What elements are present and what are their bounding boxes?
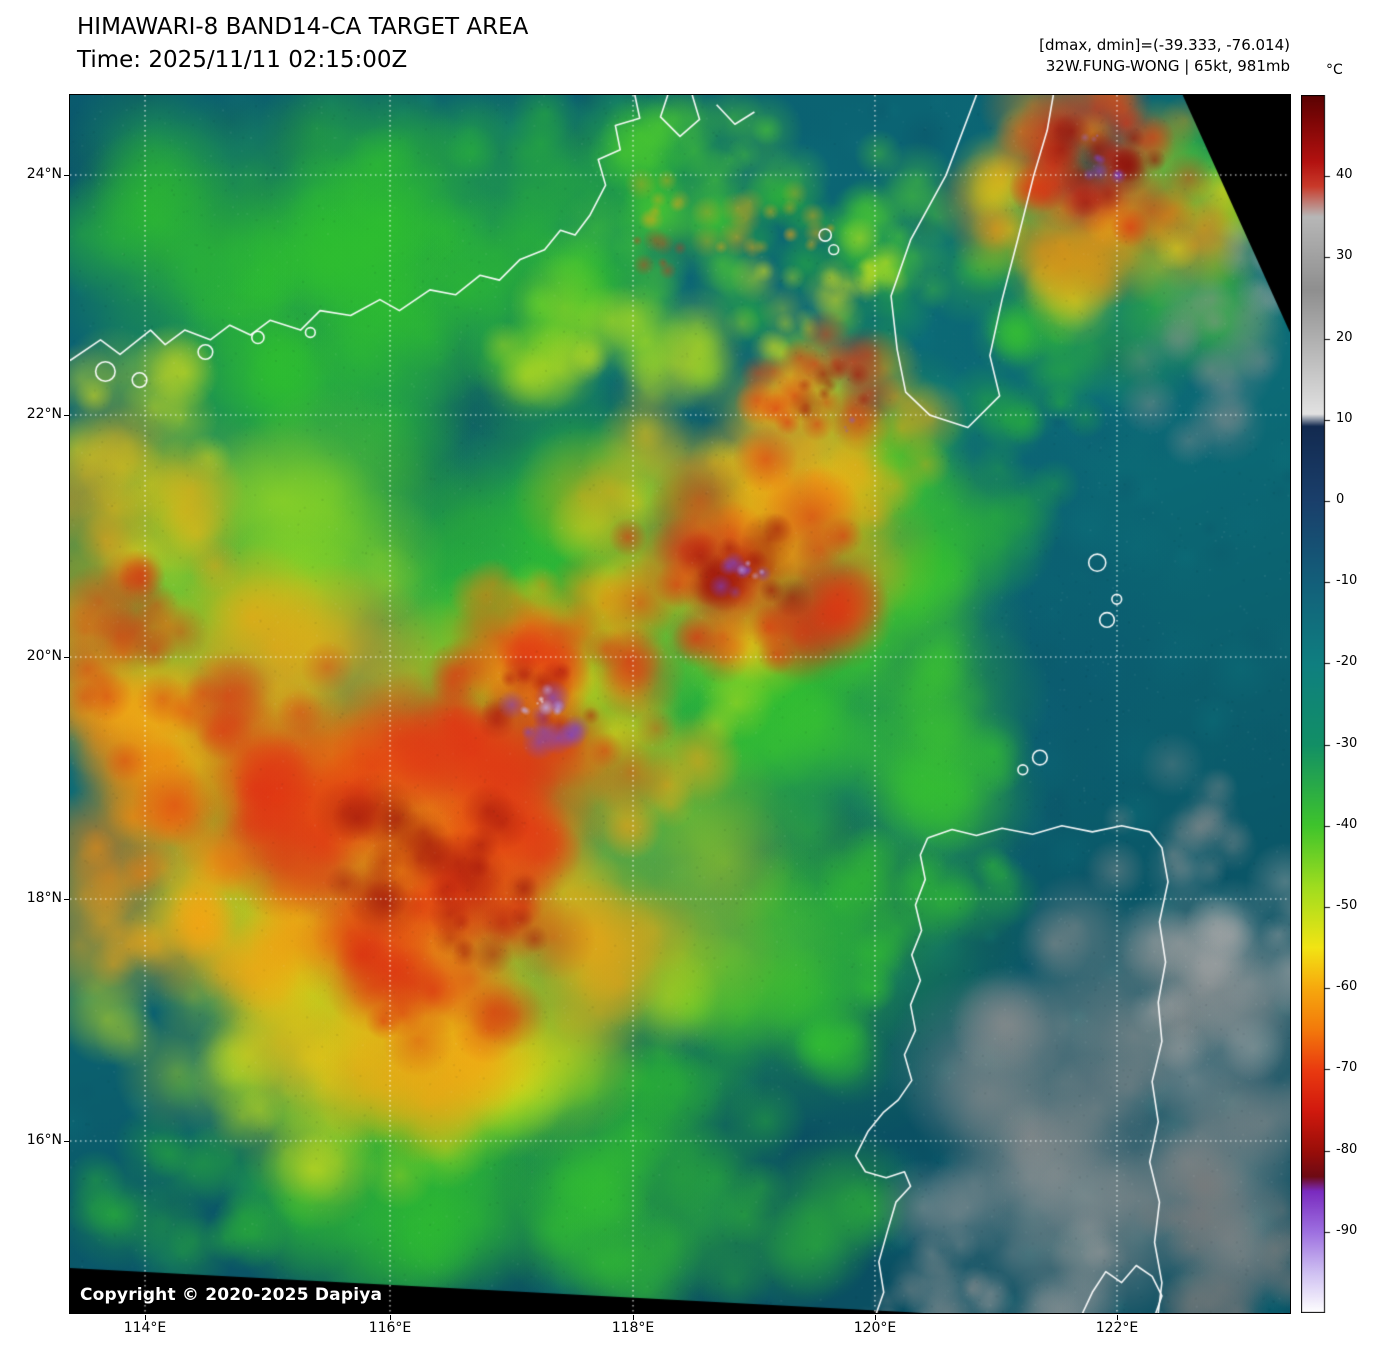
lon-tick-label: 116°E — [368, 1320, 412, 1336]
lon-tick-mark — [390, 1315, 391, 1320]
colorbar-tick-label: -10 — [1336, 573, 1358, 588]
lat-tick-label: 22°N — [26, 406, 62, 422]
colorbar — [1301, 95, 1331, 1313]
copyright-notice: Copyright © 2020-2025 Dapiya — [80, 1285, 383, 1305]
colorbar-tick-label: -80 — [1336, 1142, 1358, 1157]
figure-title: HIMAWARI-8 BAND14-CA TARGET AREA — [77, 14, 529, 40]
lon-tick-mark — [633, 1315, 635, 1320]
lon-tick-mark — [145, 1315, 147, 1320]
plot-area: Copyright © 2020-2025 Dapiya — [69, 94, 1291, 1314]
lon-tick-mark — [874, 1315, 876, 1320]
lat-tick-label: 16°N — [26, 1132, 62, 1148]
lat-tick-label: 18°N — [26, 890, 62, 906]
lat-tick-mark — [64, 1141, 69, 1143]
lon-tick-label: 120°E — [853, 1320, 897, 1336]
lat-tick-mark — [64, 414, 69, 416]
lat-tick-mark — [64, 175, 69, 177]
colorbar-tick-label: -40 — [1336, 817, 1358, 832]
colorbar-tick-label: 40 — [1336, 167, 1353, 182]
colorbar-tick-label: 0 — [1336, 492, 1345, 507]
colorbar-tick-label: -20 — [1336, 654, 1358, 669]
colorbar-tick-label: 20 — [1336, 330, 1353, 345]
lon-tick-mark — [1117, 1315, 1118, 1320]
lon-tick-label: 122°E — [1095, 1320, 1139, 1336]
colorbar-tick-label: -30 — [1336, 736, 1358, 751]
storm-info: 32W.FUNG-WONG | 65kt, 981mb — [1045, 57, 1290, 75]
colorbar-tick-label: 30 — [1336, 248, 1353, 263]
colorbar-tick-label: -90 — [1336, 1223, 1358, 1238]
figure-timestamp: Time: 2025/11/11 02:15:00Z — [77, 47, 408, 73]
colorbar-tick-label: -70 — [1336, 1060, 1358, 1075]
lat-tick-label: 20°N — [26, 648, 62, 664]
colorbar-tick-label: 10 — [1336, 411, 1353, 426]
lat-tick-mark — [64, 656, 69, 658]
lon-tick-label: 114°E — [123, 1320, 167, 1336]
lon-tick-label: 118°E — [611, 1320, 655, 1336]
lat-tick-label: 24°N — [26, 166, 62, 182]
colorbar-tick-label: -50 — [1336, 898, 1358, 913]
lat-tick-mark — [64, 899, 69, 900]
dmax-dmin-readout: [dmax, dmin]=(-39.333, -76.014) — [1039, 36, 1290, 54]
colorbar-tick-label: -60 — [1336, 979, 1358, 994]
satellite-map-canvas — [70, 95, 1290, 1313]
colorbar-unit-label: °C — [1326, 62, 1343, 78]
